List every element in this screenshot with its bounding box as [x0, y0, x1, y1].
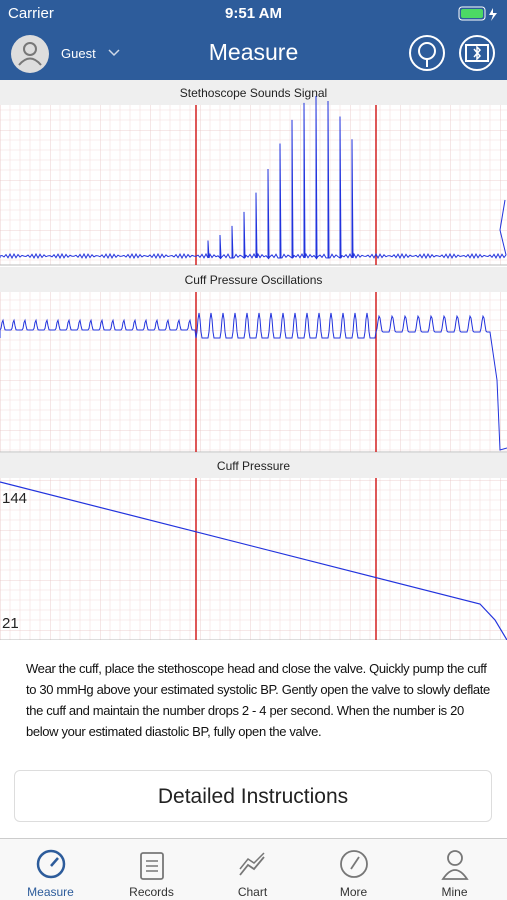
header-actions — [409, 35, 495, 71]
pressure-label: 144 — [2, 490, 27, 507]
avatar[interactable] — [10, 34, 50, 74]
battery — [458, 6, 497, 21]
panel-title: Stethoscope Sounds Signal — [180, 86, 327, 100]
tab[interactable]: Measure — [0, 839, 101, 900]
panel-title-bar — [0, 453, 507, 478]
tab-label: More — [339, 885, 368, 899]
detailed-instructions-button[interactable]: Detailed Instructions — [14, 770, 492, 822]
tab-icon — [239, 852, 265, 876]
pressure-trace — [0, 481, 507, 640]
carrier: Carrier — [8, 5, 54, 22]
header-title: Measure — [208, 39, 299, 65]
tab[interactable]: Chart — [202, 839, 303, 900]
tab-icon — [441, 850, 469, 880]
tab-label: Measure — [27, 885, 74, 899]
panel-title-bar — [0, 80, 507, 105]
instructions: Wear the cuff, place the stethoscope hea… — [26, 661, 490, 739]
stethoscope-trace — [0, 96, 507, 260]
dropdown-chevron[interactable] — [108, 48, 120, 58]
tab-icon — [140, 852, 164, 880]
tab-label: Records — [129, 885, 174, 899]
stethoscope-button[interactable] — [409, 35, 445, 71]
panel-title: Cuff Pressure Oscillations — [185, 273, 323, 287]
oscillation-trace — [0, 312, 507, 451]
panel-title-bar — [0, 267, 507, 292]
tab[interactable]: Records — [101, 839, 202, 900]
grid — [0, 105, 507, 265]
panel-title: Cuff Pressure — [217, 459, 290, 473]
tab[interactable]: Mine — [404, 839, 505, 900]
tab-bar: Measure Records Chart More Mine — [0, 838, 507, 900]
grid — [0, 292, 507, 452]
grid — [0, 478, 507, 640]
tab-icon — [340, 850, 368, 878]
tab-icon — [36, 849, 66, 879]
charts: Stethoscope Sounds Signal Cuff Pressure O… — [0, 80, 507, 640]
tab-label: Chart — [237, 885, 268, 899]
pressure-label: 21 — [2, 615, 19, 632]
tab-label: Mine — [441, 885, 468, 899]
status-bar: Carrier 9:51 AM — [0, 0, 507, 28]
nav-header: Guest Measure — [0, 28, 507, 80]
tab[interactable]: More — [303, 839, 404, 900]
bluetooth-button[interactable] — [459, 35, 495, 71]
time: 9:51 AM — [225, 5, 282, 22]
user-name[interactable]: Guest — [61, 46, 96, 61]
